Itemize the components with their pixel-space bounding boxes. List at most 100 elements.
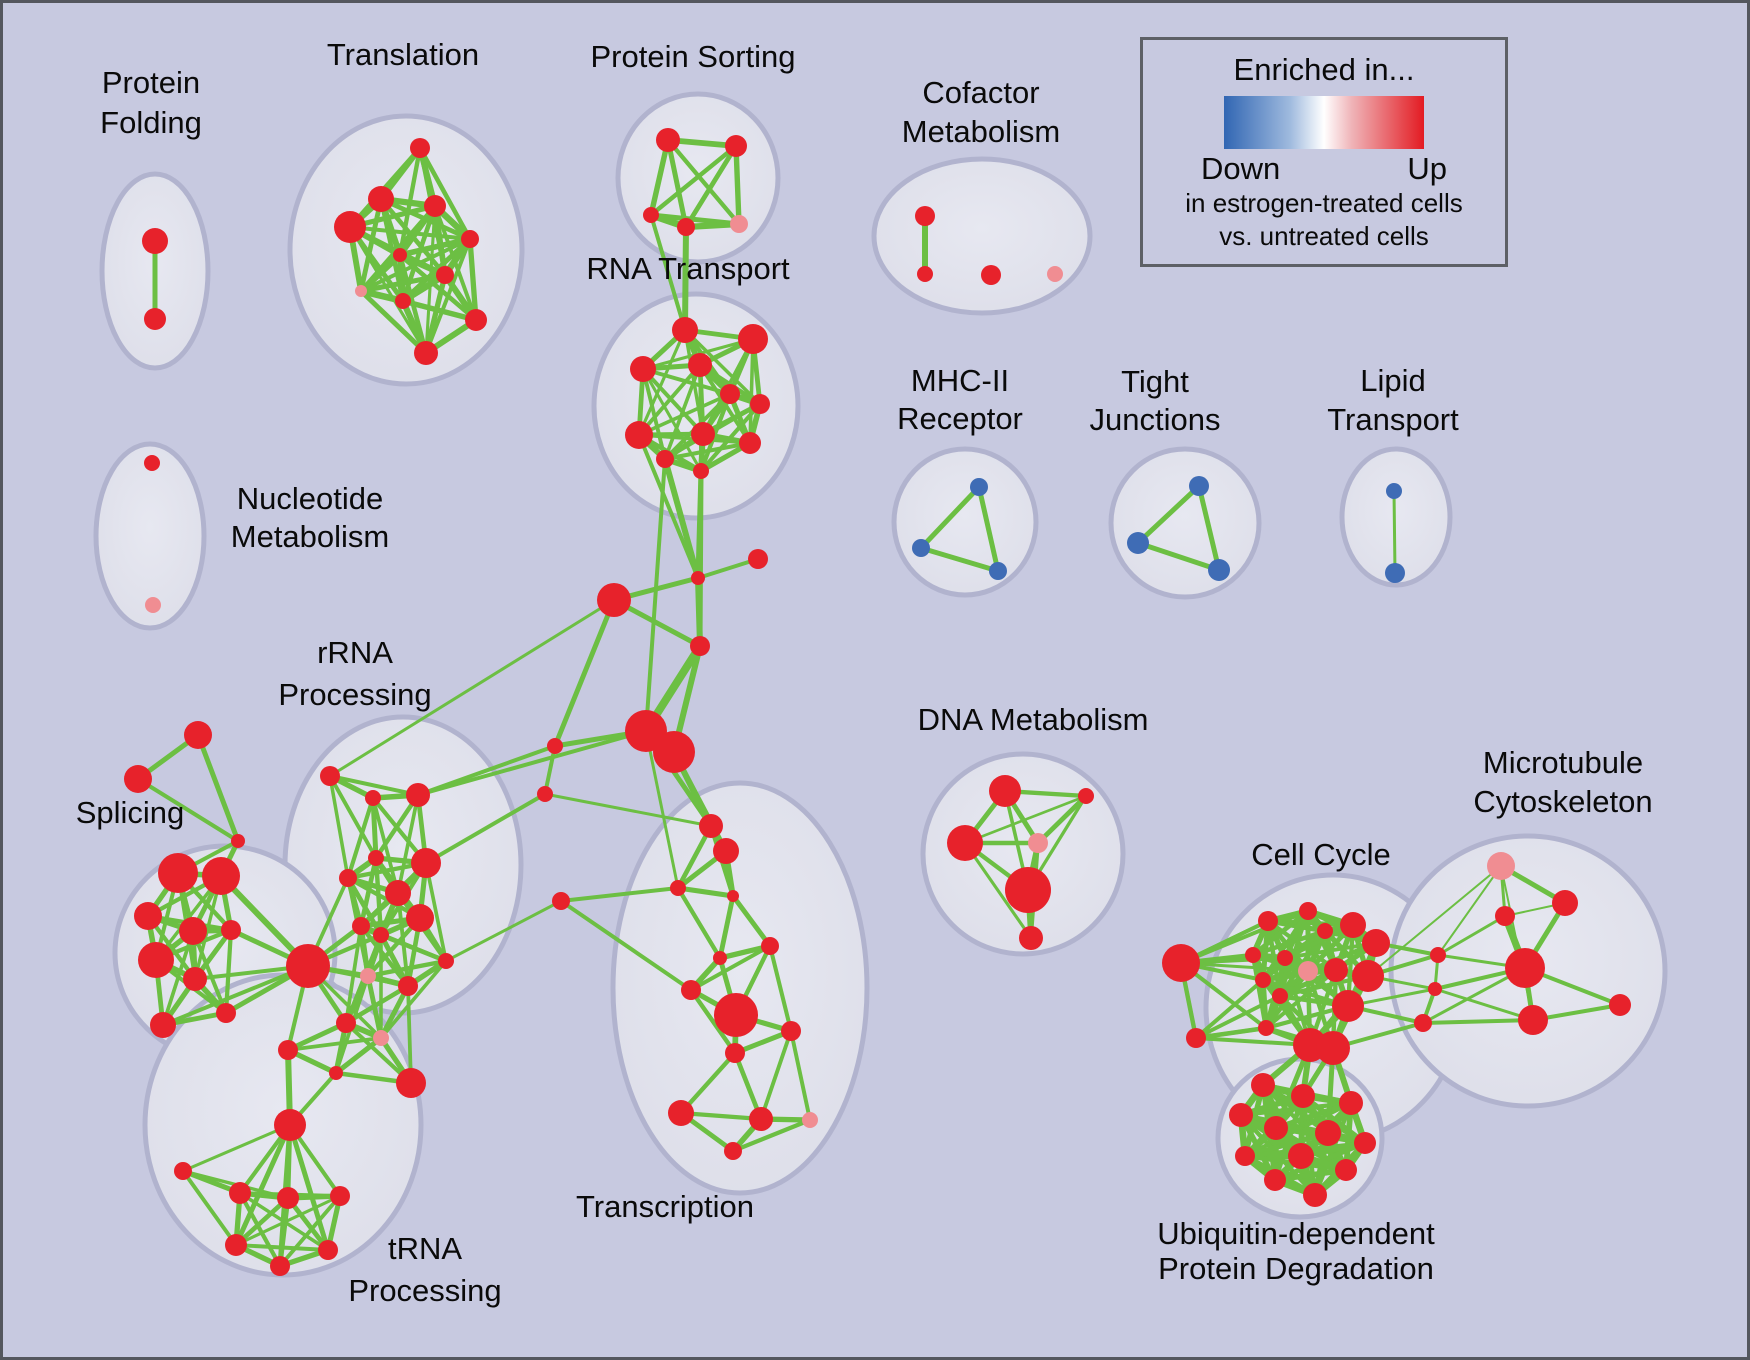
rna-transport-node [691, 422, 715, 446]
edge [552, 597, 617, 749]
microtubule-cytoskeleton-label: Microtubule [1483, 745, 1643, 780]
protein-folding-label: Folding [100, 105, 202, 140]
microtubule-cytoskeleton-node [1518, 1005, 1548, 1035]
transcription-node [668, 1100, 694, 1126]
rna-transport-node [750, 394, 770, 414]
mhc-ii-receptor-node [912, 539, 930, 557]
splicing-node [202, 857, 240, 895]
edge [1194, 994, 1282, 1040]
edge [1242, 1130, 1331, 1159]
edge [759, 1029, 793, 1121]
edge [918, 484, 982, 551]
dna-metabolism-ellipse [920, 751, 1126, 957]
rna-transport-node [720, 384, 740, 404]
nodes-layer [124, 128, 1631, 1276]
legend-up-label: Up [1407, 151, 1447, 186]
nucleotide-metabolism-node [145, 597, 161, 613]
bridge-chain-node [748, 549, 768, 569]
edge [640, 366, 706, 437]
transcription-node [681, 980, 701, 1000]
edge [963, 794, 1088, 845]
nucleotide-metabolism-label: Metabolism [231, 519, 390, 554]
edge [689, 944, 772, 992]
edge [378, 932, 449, 964]
cell-cycle-node [1352, 960, 1384, 992]
cofactor-metabolism-node [981, 265, 1001, 285]
edge [397, 252, 479, 323]
mhc-ii-receptor-node [970, 478, 988, 496]
microtubule-cytoskeleton-node [1552, 890, 1578, 916]
edge [161, 964, 310, 1027]
edge [663, 363, 702, 461]
trna-processing-label: Processing [348, 1273, 501, 1308]
mhc-ii-receptor-node [989, 562, 1007, 580]
cell-cycle-node [1340, 912, 1366, 938]
transcription-node [761, 937, 779, 955]
rna-transport-node [738, 324, 768, 354]
edge [696, 557, 760, 580]
edge [748, 337, 755, 445]
edge [195, 732, 241, 844]
splicing-node [150, 1012, 176, 1038]
tight-junctions-label: Tight [1121, 364, 1189, 399]
rrna-processing-node [373, 1030, 389, 1046]
edge [345, 795, 376, 881]
lipid-transport-node [1385, 563, 1405, 583]
rna-transport-node [656, 450, 674, 468]
edge [233, 1122, 293, 1248]
rrna-processing-node [365, 790, 381, 806]
edge [918, 545, 1001, 574]
transcription-node [749, 1107, 773, 1131]
translation-node [355, 285, 367, 297]
rrna-processing-node [373, 927, 389, 943]
tight-junctions-ellipse [1108, 446, 1262, 600]
edge [286, 1036, 383, 1052]
edge [1194, 1026, 1268, 1040]
edge [1250, 908, 1311, 958]
microtubule-cytoskeleton-node [1495, 906, 1515, 926]
ubiquitin-degradation-node [1264, 1116, 1288, 1140]
ubiquitin-degradation-node [1335, 1159, 1357, 1181]
edge [767, 943, 794, 1034]
edge [1196, 483, 1222, 573]
ubiquitin-degradation-node [1354, 1132, 1376, 1154]
splicing-label: Splicing [76, 795, 185, 830]
edge [683, 328, 762, 406]
edge [1433, 987, 1535, 1022]
lipid-transport-node [1386, 483, 1402, 499]
cell-cycle-node [1245, 947, 1261, 963]
edge [644, 457, 667, 733]
protein-folding-label: Protein [102, 65, 200, 100]
edge [649, 213, 687, 332]
edge [181, 1123, 292, 1173]
rrna-processing-node [286, 944, 330, 988]
cofactor-metabolism-ellipse [871, 156, 1093, 316]
edge [637, 328, 687, 437]
rrna-processing-node [336, 1013, 356, 1033]
bridge-chain-node [552, 892, 570, 910]
network-canvas: Protein Folding Translation Protein Sorting… [76, 37, 1668, 1308]
mhc-ii-receptor-ellipse [891, 446, 1039, 598]
splicing-triangle-node [184, 721, 212, 749]
edge [358, 288, 429, 356]
edge [181, 1169, 238, 1247]
legend: Enriched in... Down Up in estrogen-treat… [1140, 37, 1508, 267]
edge [237, 1190, 283, 1269]
edge [1035, 793, 1089, 846]
translation-node [368, 186, 394, 212]
protein-sorting-node [656, 128, 680, 152]
lipid-transport-ellipse [1339, 446, 1453, 588]
edge [682, 224, 689, 333]
transcription-node [727, 890, 739, 902]
dna-metabolism-node [989, 775, 1021, 807]
edge [662, 440, 753, 462]
edge [733, 143, 742, 227]
protein-sorting-node [730, 215, 748, 233]
protein-folding-node [142, 228, 168, 254]
microtubule-cytoskeleton-label: Cytoskeleton [1473, 784, 1652, 819]
edge [328, 598, 616, 778]
legend-subtitle-line1: in estrogen-treated cells [1185, 188, 1463, 218]
cell-cycle-node [1258, 1020, 1274, 1036]
edge [559, 886, 680, 903]
